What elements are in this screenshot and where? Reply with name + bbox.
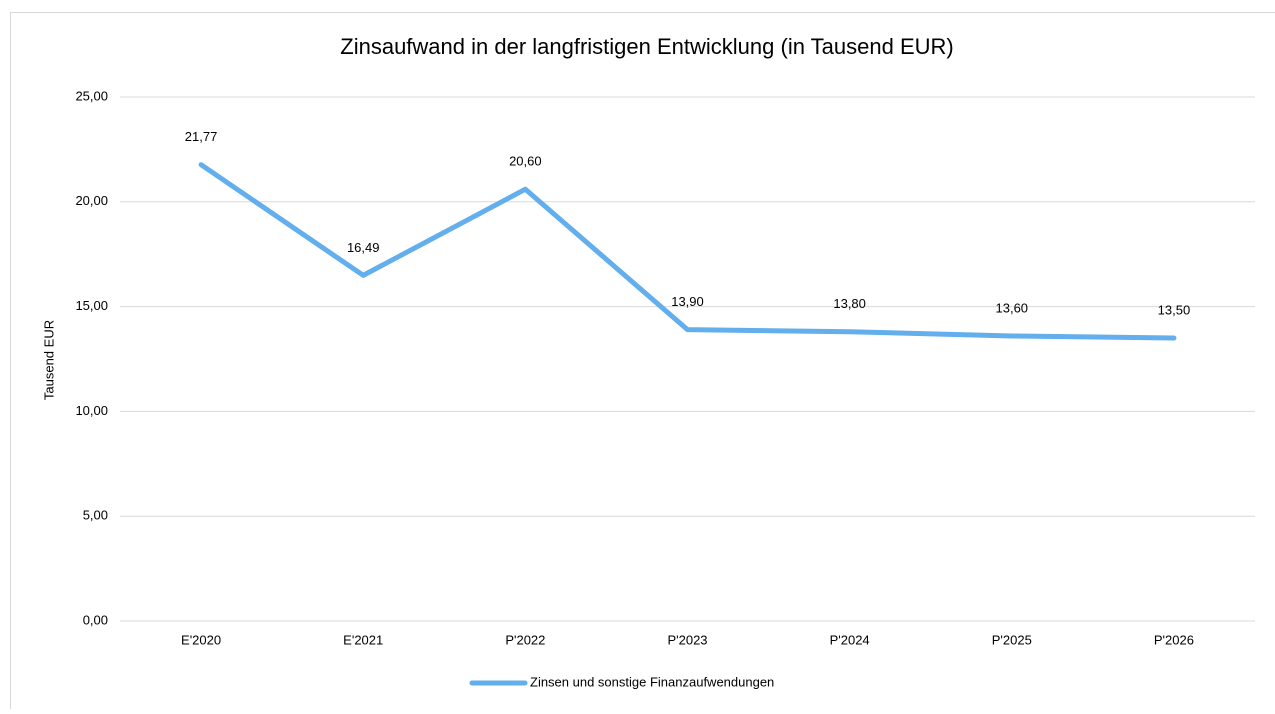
- data-label: 13,60: [996, 300, 1029, 315]
- y-tick-label: 25,00: [75, 88, 108, 103]
- y-tick-label: 5,00: [83, 508, 108, 523]
- chart-title: Zinsaufwand in der langfristigen Entwick…: [340, 34, 953, 59]
- y-axis-label: Tausend EUR: [41, 320, 56, 400]
- y-tick-label: 15,00: [75, 298, 108, 313]
- data-label: 20,60: [509, 154, 542, 169]
- y-tick-label: 0,00: [83, 612, 108, 627]
- data-label: 13,90: [671, 294, 704, 309]
- chart-frame: [11, 13, 1275, 710]
- x-tick-label: P'2024: [830, 632, 870, 647]
- x-tick-label: P'2023: [667, 632, 707, 647]
- data-label: 16,49: [347, 240, 380, 255]
- x-tick-label: P'2026: [1154, 632, 1194, 647]
- data-label: 21,77: [185, 129, 218, 144]
- data-label: 13,50: [1158, 302, 1191, 317]
- x-tick-label: E'2021: [343, 632, 383, 647]
- x-tick-label: P'2025: [992, 632, 1032, 647]
- y-tick-label: 20,00: [75, 193, 108, 208]
- data-label: 13,80: [833, 296, 866, 311]
- x-tick-label: E'2020: [181, 632, 221, 647]
- y-tick-label: 10,00: [75, 403, 108, 418]
- x-tick-label: P'2022: [505, 632, 545, 647]
- legend-label: Zinsen und sonstige Finanzaufwendungen: [530, 674, 774, 689]
